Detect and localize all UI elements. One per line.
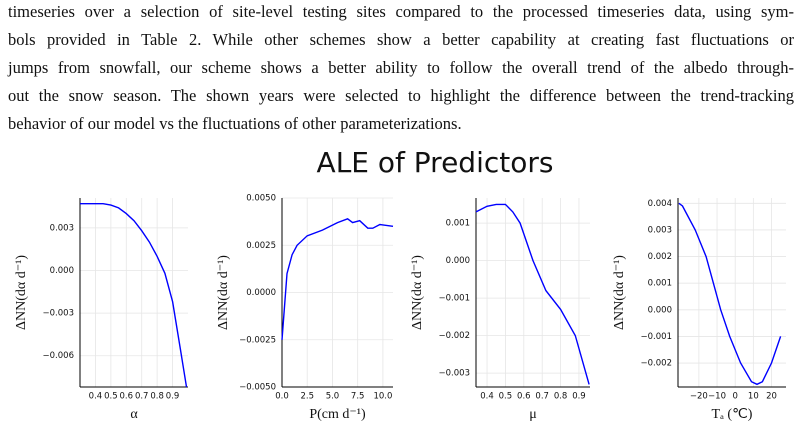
y-tick-label: −0.003 xyxy=(43,309,74,319)
y-tick-label: 0.000 xyxy=(446,256,470,266)
y-tick-label: −0.002 xyxy=(439,331,470,341)
text-line: timeseries over a selection of site-leve… xyxy=(8,2,794,21)
y-tick-label: −0.0050 xyxy=(239,383,276,393)
x-tick-label: 0.7 xyxy=(135,392,149,402)
x-tick-label: 0.4 xyxy=(480,392,494,402)
x-tick-label: 7.5 xyxy=(351,392,365,402)
x-tick-label: 0.7 xyxy=(535,392,549,402)
y-axis-label: ΔNN(dα d⁻¹) xyxy=(612,255,627,330)
x-axis-label: Tₐ (℃) xyxy=(712,407,753,422)
y-tick-label: −0.0025 xyxy=(239,335,276,345)
x-tick-label: 10 xyxy=(748,392,759,402)
y-tick-label: 0.000 xyxy=(648,305,672,315)
text-line: jumps from snowfall, our scheme shows a … xyxy=(8,58,794,77)
x-tick-label: 0.0 xyxy=(275,392,289,402)
x-tick-label: 0 xyxy=(732,392,737,402)
y-tick-label: 0.000 xyxy=(50,266,74,276)
x-tick-label: 10.0 xyxy=(373,392,392,402)
text-line: behavior of our model vs the fluctuation… xyxy=(8,114,462,133)
y-tick-label: −0.006 xyxy=(43,351,74,361)
x-tick-label: 0.6 xyxy=(517,392,531,402)
x-tick-label: 20 xyxy=(766,392,777,402)
data-line xyxy=(281,218,394,340)
y-tick-label: −0.002 xyxy=(641,359,672,369)
y-axis-label: ΔNN(dα d⁻¹) xyxy=(216,255,231,330)
data-line xyxy=(80,203,188,388)
y-tick-label: 0.0050 xyxy=(246,194,276,204)
x-tick-label: 2.5 xyxy=(300,392,314,402)
y-tick-label: −0.003 xyxy=(439,369,470,379)
y-axis-label: ΔNN(dα d⁻¹) xyxy=(14,255,29,330)
y-tick-label: 0.001 xyxy=(446,219,470,229)
x-tick-label: 0.5 xyxy=(499,392,513,402)
x-tick-label: 0.6 xyxy=(120,392,134,402)
y-tick-label: 0.001 xyxy=(648,279,672,289)
x-tick-label: 0.9 xyxy=(166,392,180,402)
data-line xyxy=(475,203,590,385)
x-tick-label: 0.5 xyxy=(104,392,118,402)
x-tick-label: 0.4 xyxy=(89,392,103,402)
y-tick-label: 0.004 xyxy=(648,199,672,209)
y-tick-label: −0.001 xyxy=(641,332,672,342)
text-line: out the snow season. The shown years wer… xyxy=(8,86,794,105)
x-tick-label: 0.8 xyxy=(150,392,164,402)
y-tick-label: 0.0000 xyxy=(246,288,276,298)
y-tick-label: −0.001 xyxy=(439,294,470,304)
x-tick-label: 0.9 xyxy=(572,392,586,402)
x-tick-label: 5.0 xyxy=(326,392,340,402)
y-tick-label: 0.0025 xyxy=(246,241,276,251)
data-line xyxy=(678,202,782,386)
x-axis-label: μ xyxy=(529,407,537,422)
x-axis-label: α xyxy=(130,407,138,422)
figure-title: ALE of Predictors xyxy=(317,146,554,179)
y-tick-label: 0.003 xyxy=(50,223,74,233)
x-tick-label: 0.8 xyxy=(554,392,568,402)
y-tick-label: 0.003 xyxy=(648,225,672,235)
x-tick-label: −10 xyxy=(708,392,726,402)
x-axis-label: P(cm d⁻¹) xyxy=(309,407,366,422)
x-tick-label: −20 xyxy=(690,392,708,402)
y-tick-label: 0.002 xyxy=(648,252,672,262)
text-line: bols provided in Table 2. While other sc… xyxy=(8,30,794,49)
y-axis-label: ΔNN(dα d⁻¹) xyxy=(410,255,425,330)
